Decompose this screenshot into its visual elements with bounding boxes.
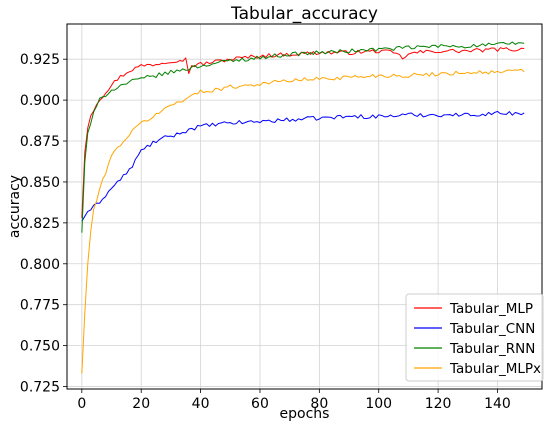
x-axis: 0 20 40 60 80 100 120 140 xyxy=(77,389,511,412)
legend: Tabular_MLP Tabular_CNN Tabular_RNN Tabular… xyxy=(405,293,544,382)
legend-label: Tabular_MLPx xyxy=(449,361,541,377)
y-tick-label: 0.825 xyxy=(20,216,60,232)
series-line-tabular-mlpx xyxy=(81,68,525,374)
x-axis-label: epochs xyxy=(280,406,330,422)
series-line-tabular-rnn xyxy=(81,41,525,233)
y-axis-label: accuracy xyxy=(7,175,23,238)
legend-label: Tabular_CNN xyxy=(449,321,535,337)
x-tick-label: 20 xyxy=(132,396,150,412)
y-tick-label: 0.725 xyxy=(20,380,60,396)
x-tick-label: 0 xyxy=(77,396,86,412)
grid xyxy=(67,24,542,389)
y-tick-label: 0.800 xyxy=(20,257,60,273)
y-tick-label: 0.875 xyxy=(20,134,60,150)
legend-box xyxy=(405,293,544,382)
y-tick-label: 0.925 xyxy=(20,52,60,68)
plot-frame xyxy=(66,23,543,390)
series-line-tabular-cnn xyxy=(81,110,525,222)
y-tick-label: 0.775 xyxy=(20,298,60,314)
x-tick-label: 120 xyxy=(425,396,452,412)
legend-label: Tabular_MLP xyxy=(449,301,533,317)
y-axis: 0.725 0.750 0.775 0.800 0.825 0.850 0.875 0.900… xyxy=(20,52,67,396)
x-tick-label: 140 xyxy=(484,396,511,412)
series-lines xyxy=(81,41,525,374)
y-tick-label: 0.900 xyxy=(20,93,60,109)
x-tick-label: 80 xyxy=(310,396,328,412)
chart-title: Tabular_accuracy xyxy=(230,4,378,24)
x-tick-label: 40 xyxy=(192,396,210,412)
legend-label: Tabular_RNN xyxy=(449,341,535,357)
y-tick-label: 0.750 xyxy=(20,339,60,355)
y-tick-label: 0.850 xyxy=(20,175,60,191)
x-tick-label: 100 xyxy=(365,396,392,412)
series-line-tabular-mlp xyxy=(81,47,525,218)
x-tick-label: 60 xyxy=(251,396,269,412)
